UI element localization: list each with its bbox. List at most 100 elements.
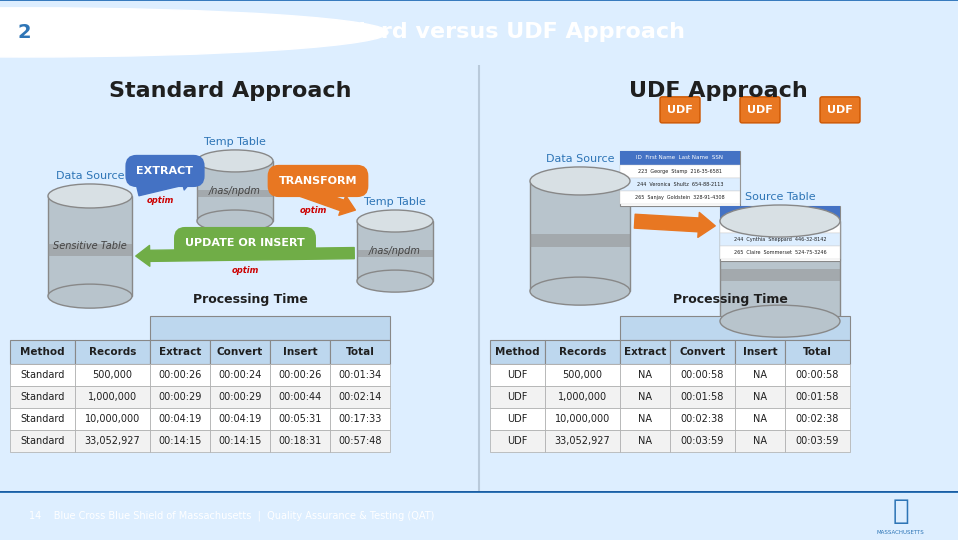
Ellipse shape: [720, 305, 840, 337]
FancyBboxPatch shape: [530, 181, 630, 291]
Text: Standard: Standard: [20, 436, 65, 447]
FancyBboxPatch shape: [720, 246, 840, 259]
Text: 265  Sanjay  Goldstein  328-91-4308: 265 Sanjay Goldstein 328-91-4308: [635, 195, 725, 200]
FancyBboxPatch shape: [48, 244, 132, 256]
Bar: [0, 0, 958, 1]
FancyBboxPatch shape: [735, 364, 785, 386]
FancyBboxPatch shape: [620, 386, 670, 408]
Text: 00:01:58: 00:01:58: [681, 392, 724, 402]
Text: 00:00:26: 00:00:26: [279, 370, 322, 380]
Text: Extract: Extract: [624, 347, 666, 357]
Bar: [0, 492, 958, 493]
Bar: [0, 0, 958, 1]
Bar: [0, 491, 958, 492]
Text: De-Identification:  Standard versus UDF Approach: De-Identification: Standard versus UDF A…: [57, 22, 686, 43]
Ellipse shape: [48, 184, 132, 208]
Text: Total: Total: [346, 347, 375, 357]
FancyBboxPatch shape: [735, 386, 785, 408]
FancyBboxPatch shape: [75, 386, 150, 408]
Text: 00:02:14: 00:02:14: [338, 392, 381, 402]
Text: 00:05:31: 00:05:31: [279, 414, 322, 424]
FancyBboxPatch shape: [210, 340, 270, 364]
FancyBboxPatch shape: [490, 408, 545, 430]
Bar: [0, 492, 958, 493]
Bar: [0, 0, 958, 1]
FancyBboxPatch shape: [75, 430, 150, 453]
FancyBboxPatch shape: [210, 364, 270, 386]
Text: 223  Nathan  Gick  187-43-7264: 223 Nathan Gick 187-43-7264: [741, 224, 819, 229]
Text: Extract: Extract: [159, 347, 201, 357]
FancyBboxPatch shape: [10, 364, 75, 386]
FancyBboxPatch shape: [720, 220, 840, 233]
Bar: [0, 0, 958, 1]
FancyBboxPatch shape: [670, 340, 735, 364]
FancyArrowPatch shape: [274, 177, 355, 215]
FancyBboxPatch shape: [785, 386, 850, 408]
FancyBboxPatch shape: [150, 430, 210, 453]
Text: Sensitive Table: Sensitive Table: [53, 241, 126, 251]
FancyArrowPatch shape: [136, 170, 195, 195]
Text: 00:03:59: 00:03:59: [681, 436, 724, 447]
Ellipse shape: [357, 210, 433, 232]
Text: Method: Method: [20, 347, 65, 357]
FancyBboxPatch shape: [545, 408, 620, 430]
Text: Temp Table: Temp Table: [204, 137, 266, 147]
Bar: [0, 492, 958, 493]
FancyBboxPatch shape: [785, 408, 850, 430]
FancyBboxPatch shape: [720, 233, 840, 246]
Bar: [0, 492, 958, 493]
Bar: [0, 492, 958, 494]
Text: 500,000: 500,000: [562, 370, 603, 380]
Text: ⛨: ⛨: [892, 497, 909, 525]
Bar: [0, 492, 958, 493]
Text: Temp Table: Temp Table: [364, 197, 426, 207]
Text: Standard: Standard: [20, 392, 65, 402]
FancyBboxPatch shape: [197, 190, 273, 197]
Text: optim: optim: [231, 266, 259, 275]
FancyBboxPatch shape: [270, 386, 330, 408]
Bar: [0, 492, 958, 493]
FancyBboxPatch shape: [75, 364, 150, 386]
Bar: [0, 491, 958, 492]
FancyBboxPatch shape: [530, 234, 630, 247]
Bar: [0, 492, 958, 493]
Text: 00:57:48: 00:57:48: [338, 436, 381, 447]
Bar: [0, 0, 958, 1]
Bar: [0, 0, 958, 1]
FancyBboxPatch shape: [330, 340, 390, 364]
Text: Records: Records: [559, 347, 606, 357]
Text: ID  First Name  Last Name  SSN: ID First Name Last Name SSN: [737, 211, 824, 215]
Bar: [0, 0, 958, 1]
Text: UDF: UDF: [508, 414, 528, 424]
Text: 00:02:38: 00:02:38: [796, 414, 839, 424]
Text: Total: Total: [803, 347, 832, 357]
Ellipse shape: [720, 205, 840, 237]
Text: Standard: Standard: [20, 370, 65, 380]
Bar: [0, 0, 958, 1]
Text: Records: Records: [89, 347, 136, 357]
Bar: [0, 0, 958, 1]
FancyBboxPatch shape: [270, 430, 330, 453]
Bar: [0, 492, 958, 493]
FancyBboxPatch shape: [785, 364, 850, 386]
Text: 00:00:26: 00:00:26: [158, 370, 202, 380]
FancyBboxPatch shape: [620, 340, 670, 364]
FancyBboxPatch shape: [720, 206, 840, 261]
FancyBboxPatch shape: [75, 340, 150, 364]
Bar: [0, 492, 958, 494]
Bar: [0, 492, 958, 493]
Text: optim: optim: [147, 196, 173, 205]
Bar: [0, 491, 958, 492]
FancyBboxPatch shape: [735, 430, 785, 453]
FancyBboxPatch shape: [10, 340, 75, 364]
Bar: [0, 0, 958, 1]
FancyBboxPatch shape: [620, 151, 740, 165]
Text: NA: NA: [638, 414, 652, 424]
Bar: [0, 492, 958, 493]
Text: 33,052,927: 33,052,927: [84, 436, 141, 447]
FancyBboxPatch shape: [490, 430, 545, 453]
FancyBboxPatch shape: [75, 408, 150, 430]
Bar: [0, 0, 958, 1]
Bar: [0, 491, 958, 492]
Bar: [0, 492, 958, 493]
